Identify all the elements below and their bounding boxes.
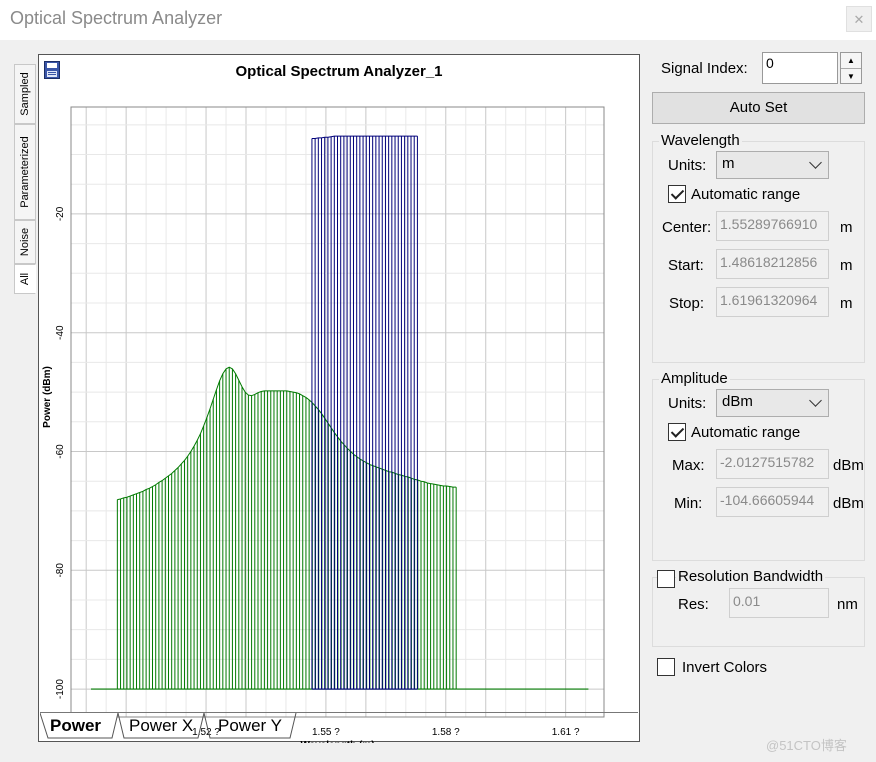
- max-field[interactable]: -2.0127515782: [716, 449, 829, 479]
- watermark: @51CTO博客: [766, 738, 847, 753]
- tab-power[interactable]: Power: [50, 716, 102, 735]
- bottom-tab-strip: Power Power X Power Y: [40, 712, 638, 740]
- max-unit: dBm: [833, 457, 864, 474]
- series-envelope: [311, 135, 418, 139]
- x-axis-label: Wavelength (m): [300, 740, 374, 743]
- auto-set-button[interactable]: Auto Set: [652, 92, 865, 124]
- series-blue-bars: [311, 135, 418, 690]
- tab-sampled[interactable]: Sampled: [14, 64, 36, 124]
- amplitude-units-label: Units:: [668, 395, 707, 412]
- plot-title: Optical Spectrum Analyzer_1: [235, 63, 443, 80]
- wavelength-units-label: Units:: [668, 157, 707, 174]
- res-label: Res:: [678, 596, 709, 613]
- close-button[interactable]: ✕: [846, 6, 872, 32]
- stop-unit: m: [840, 295, 853, 312]
- res-field[interactable]: 0.01: [729, 588, 829, 618]
- tab-divider: [40, 712, 638, 713]
- signal-index-label: Signal Index:: [661, 60, 748, 77]
- amplitude-auto-range-checkbox[interactable]: [668, 423, 686, 441]
- start-label: Start:: [668, 257, 704, 274]
- invert-colors-label: Invert Colors: [682, 659, 768, 676]
- signal-index-input[interactable]: 0: [762, 52, 838, 84]
- x-tick-label: 1.61 ?: [552, 727, 580, 738]
- x-tick-label: 1.55 ?: [312, 727, 340, 738]
- wavelength-group-label: Wavelength: [659, 132, 742, 149]
- chevron-down-icon: [809, 394, 822, 407]
- min-label: Min:: [674, 495, 703, 512]
- start-field[interactable]: 1.48618212856: [716, 249, 829, 279]
- center-field[interactable]: 1.55289766910: [716, 211, 829, 241]
- title-bar: Optical Spectrum Analyzer ✕: [0, 0, 876, 40]
- amplitude-auto-range-label: Automatic range: [691, 424, 801, 441]
- wavelength-auto-range-label: Automatic range: [691, 186, 801, 203]
- spectrum-chart[interactable]: 1.49 ?1.52 ?1.55 ?1.58 ?1.61 ?-20-40-60-…: [39, 87, 639, 743]
- spin-down-icon[interactable]: ▼: [841, 68, 861, 84]
- save-icon[interactable]: [44, 61, 60, 79]
- wavelength-group: [652, 141, 865, 363]
- tab-parameterized[interactable]: Parameterized: [14, 124, 36, 220]
- y-tick-label: -40: [55, 325, 66, 340]
- check-icon: [670, 186, 685, 200]
- chevron-down-icon: [809, 156, 822, 169]
- min-unit: dBm: [833, 495, 864, 512]
- x-tick-label: 1.52 ?: [192, 727, 220, 738]
- plot-panel: Optical Spectrum Analyzer_1 1.49 ?1.52 ?…: [38, 54, 640, 743]
- plot-header: Optical Spectrum Analyzer_1: [39, 55, 639, 87]
- check-icon: [670, 424, 685, 438]
- tab-all[interactable]: All: [14, 264, 36, 294]
- tab-power-y[interactable]: Power Y: [218, 716, 282, 735]
- window-title: Optical Spectrum Analyzer: [10, 8, 223, 28]
- y-axis-label: Power (dBm): [42, 366, 53, 428]
- tab-noise[interactable]: Noise: [14, 220, 36, 264]
- start-unit: m: [840, 257, 853, 274]
- amplitude-group-label: Amplitude: [659, 370, 730, 387]
- max-label: Max:: [672, 457, 705, 474]
- stop-label: Stop:: [669, 295, 705, 312]
- side-tab-strip: Sampled Parameterized Noise All: [14, 64, 36, 294]
- resolution-bandwidth-checkbox[interactable]: [657, 570, 675, 588]
- plot-border: [70, 106, 605, 718]
- res-unit: nm: [837, 596, 858, 613]
- y-tick-label: -60: [55, 444, 66, 459]
- x-tick-label: 1.58 ?: [432, 727, 460, 738]
- spin-up-icon[interactable]: ▲: [847, 56, 855, 65]
- min-field[interactable]: -104.66605944: [716, 487, 829, 517]
- amplitude-group: [652, 379, 865, 561]
- stop-field[interactable]: 1.61961320964: [716, 287, 829, 317]
- tab-power-x[interactable]: Power X: [129, 716, 194, 735]
- center-unit: m: [840, 219, 853, 236]
- wavelength-auto-range-checkbox[interactable]: [668, 185, 686, 203]
- close-icon: ✕: [853, 12, 865, 27]
- y-tick-label: -100: [55, 679, 66, 699]
- amplitude-units-select[interactable]: dBm: [716, 389, 829, 417]
- tab-outlines: [40, 712, 297, 739]
- y-tick-label: -80: [55, 563, 66, 578]
- wavelength-units-select[interactable]: m: [716, 151, 829, 179]
- center-label: Center:: [662, 219, 712, 236]
- y-tick-label: -20: [55, 206, 66, 221]
- signal-index-spinner[interactable]: ▲ ▼: [840, 52, 862, 84]
- invert-colors-checkbox[interactable]: [657, 658, 675, 676]
- resolution-bandwidth-label: Resolution Bandwidth: [676, 568, 826, 585]
